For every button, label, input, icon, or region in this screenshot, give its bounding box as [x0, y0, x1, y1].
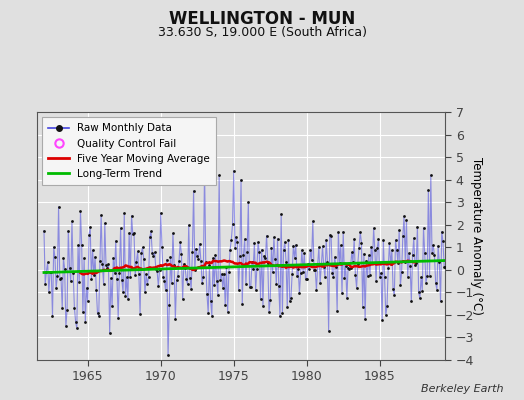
Legend: Raw Monthly Data, Quality Control Fail, Five Year Moving Average, Long-Term Tren: Raw Monthly Data, Quality Control Fail, …	[42, 117, 216, 185]
Text: Berkeley Earth: Berkeley Earth	[421, 384, 503, 394]
Y-axis label: Temperature Anomaly (°C): Temperature Anomaly (°C)	[470, 157, 483, 315]
Text: 33.630 S, 19.000 E (South Africa): 33.630 S, 19.000 E (South Africa)	[158, 26, 366, 39]
Text: WELLINGTON - MUN: WELLINGTON - MUN	[169, 10, 355, 28]
